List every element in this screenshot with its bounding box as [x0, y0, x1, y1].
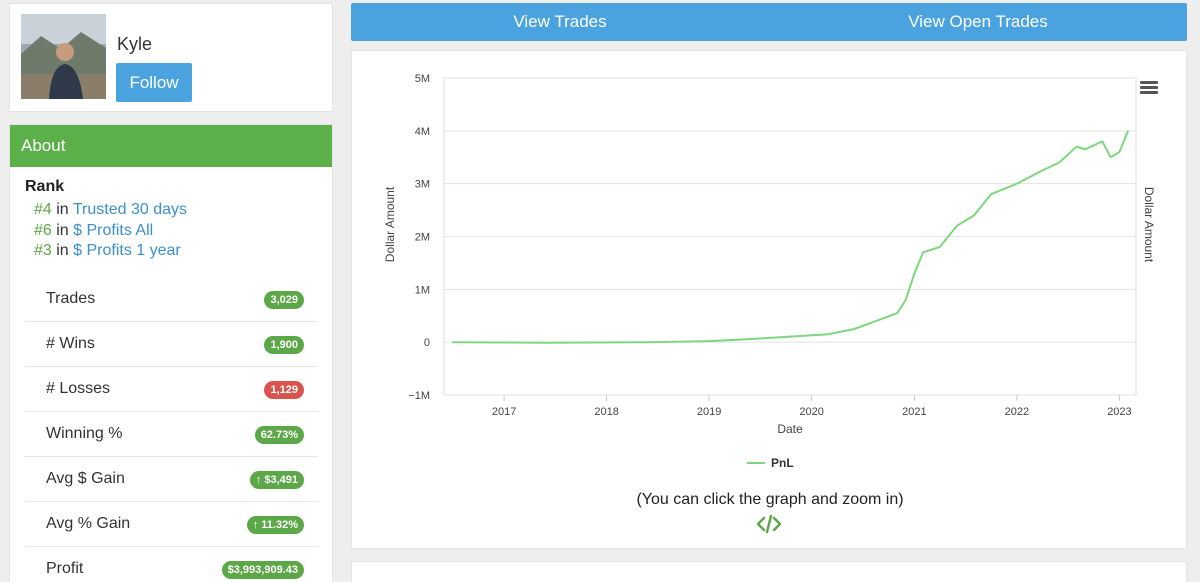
tab-view-trades[interactable]: View Trades [513, 12, 607, 31]
x-tick-label: 2020 [799, 406, 823, 418]
stat-row-profit: Profit $3,993,909.43 [25, 547, 318, 582]
y-tick-label: 0 [424, 337, 430, 349]
stat-badge: 1,129 [264, 381, 304, 399]
x-tick-label: 2019 [697, 406, 721, 418]
y-axis-label-right: Dollar Amount [1142, 187, 1156, 263]
y-tick-label: 2M [415, 232, 430, 244]
rank-in: in [56, 222, 69, 239]
rank-position: #3 [34, 242, 52, 259]
y-tick-label: 1M [415, 284, 430, 296]
legend-label: PnL [771, 456, 794, 470]
embed-code-icon[interactable] [757, 515, 781, 533]
bottom-card [351, 561, 1187, 582]
profile-card: Kyle Follow [9, 3, 333, 112]
rank-category-link[interactable]: $ Profits 1 year [73, 242, 181, 259]
x-tick-label: 2022 [1005, 406, 1029, 418]
stat-badge: 62.73% [254, 426, 304, 444]
rank-in: in [56, 201, 69, 218]
rank-position: #6 [34, 222, 52, 239]
stat-row-winning-pct: Winning % 62.73% [25, 412, 318, 457]
stat-row-trades: Trades 3,029 [25, 277, 318, 322]
series-line-pnl [452, 130, 1130, 344]
about-header: About [10, 125, 332, 167]
x-tick-label: 2018 [594, 406, 618, 418]
stat-label: # Losses [46, 380, 111, 397]
rank-item: #3 in $ Profits 1 year [34, 242, 181, 260]
rank-category-link[interactable]: Trusted 30 days [72, 201, 187, 218]
follow-button[interactable]: Follow [116, 63, 192, 102]
stat-label: Profit [46, 560, 84, 577]
stat-row-avg-dollar-gain: Avg $ Gain ↑ $3,491 [25, 457, 318, 502]
stat-row-wins: # Wins 1,900 [25, 322, 318, 367]
stat-label: Avg $ Gain [46, 470, 125, 487]
chart-card: 5M 4M 3M 2M 1M 0 −1M 2017 2018 2019 2020 2021 2022 20… [351, 50, 1187, 549]
y-tick-label: 4M [415, 126, 430, 138]
stat-label: Winning % [46, 425, 123, 442]
stat-badge: ↑ 11.32% [246, 516, 304, 534]
y-tick-label: 3M [415, 179, 430, 191]
stat-badge: $3,993,909.43 [221, 561, 304, 579]
stat-label: # Wins [46, 335, 95, 352]
trades-tabs: View Trades View Open Trades [351, 3, 1187, 41]
x-axis-label: Date [777, 422, 803, 436]
x-tick-label: 2021 [902, 406, 926, 418]
stat-row-losses: # Losses 1,129 [25, 367, 318, 412]
stat-label: Avg % Gain [46, 515, 131, 532]
stat-label: Trades [46, 290, 96, 307]
username: Kyle [117, 34, 153, 54]
about-card: About Rank #4 in Trusted 30 days #6 in $… [9, 124, 333, 582]
stat-badge: 3,029 [264, 291, 304, 309]
y-tick-label: −1M [408, 390, 430, 402]
y-tick-label: 5M [415, 73, 430, 85]
chart-hint: (You can click the graph and zoom in) [636, 491, 904, 508]
y-axis-label: Dollar Amount [383, 186, 397, 262]
rank-in: in [56, 242, 69, 259]
avatar[interactable] [21, 14, 106, 99]
stat-badge: 1,900 [264, 336, 304, 354]
tab-view-open-trades[interactable]: View Open Trades [908, 12, 1048, 31]
rank-category-link[interactable]: $ Profits All [73, 222, 154, 239]
rank-position: #4 [34, 201, 52, 218]
chart-menu-icon[interactable] [1140, 81, 1158, 95]
stat-row-avg-pct-gain: Avg % Gain ↑ 11.32% [25, 502, 318, 547]
x-tick-label: 2017 [492, 406, 516, 418]
pnl-chart[interactable]: 5M 4M 3M 2M 1M 0 −1M 2017 2018 2019 2020 2021 2022 20… [352, 51, 1188, 481]
rank-item: #6 in $ Profits All [34, 222, 153, 240]
rank-title: Rank [25, 178, 65, 195]
rank-item: #4 in Trusted 30 days [34, 201, 187, 219]
stats-list: Trades 3,029 # Wins 1,900 # Losses 1,129… [25, 277, 318, 582]
stat-badge: ↑ $3,491 [249, 471, 304, 489]
x-tick-label: 2023 [1107, 406, 1131, 418]
